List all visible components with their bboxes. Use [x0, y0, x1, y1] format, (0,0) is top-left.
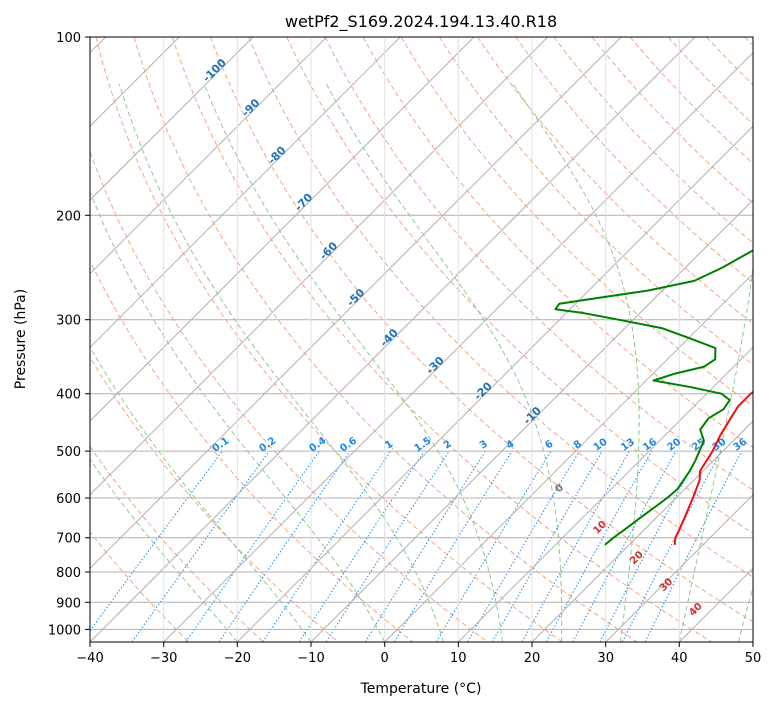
x-tick-label: −10: [297, 651, 324, 666]
x-tick-label: 10: [450, 651, 467, 666]
chart-title: wetPf2_S169.2024.194.13.40.R18: [285, 12, 557, 32]
y-tick-label: 600: [56, 492, 81, 507]
y-tick-label: 800: [56, 566, 81, 581]
y-tick-label: 100: [56, 31, 81, 46]
x-axis-label: Temperature (°C): [360, 681, 482, 697]
x-tick-label: −30: [150, 651, 177, 666]
x-tick-label: 30: [597, 651, 614, 666]
y-tick-label: 200: [56, 209, 81, 224]
y-tick-label: 400: [56, 388, 81, 403]
x-tick-label: −40: [76, 651, 103, 666]
y-tick-label: 900: [56, 596, 81, 611]
x-tick-label: 50: [745, 651, 762, 666]
y-tick-label: 300: [56, 314, 81, 329]
x-tick-label: 40: [671, 651, 688, 666]
y-tick-label: 1000: [48, 623, 81, 638]
y-axis-label: Pressure (hPa): [13, 289, 29, 389]
x-tick-label: 0: [381, 651, 389, 666]
x-tick-label: −20: [224, 651, 251, 666]
x-tick-label: 20: [524, 651, 541, 666]
y-tick-label: 700: [56, 532, 81, 547]
y-tick-label: 500: [56, 445, 81, 460]
